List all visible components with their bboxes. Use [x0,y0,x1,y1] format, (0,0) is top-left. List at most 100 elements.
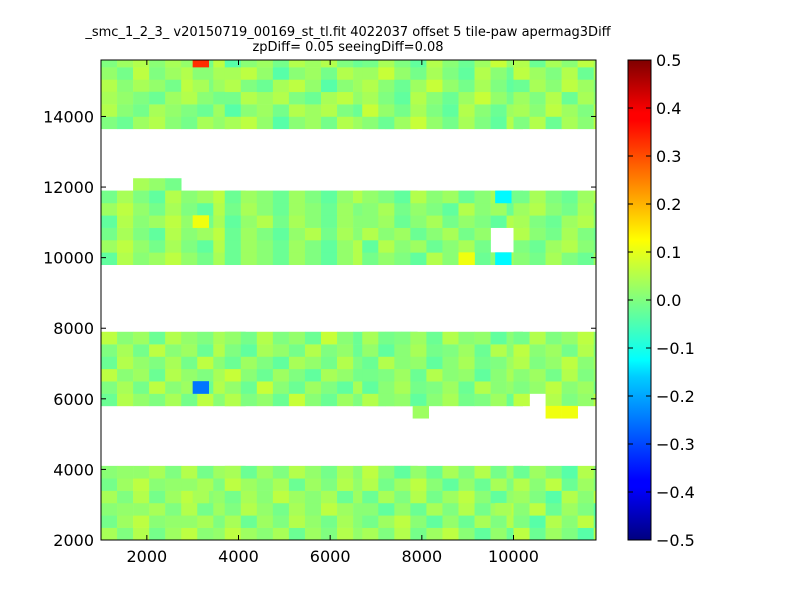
heatmap-cell [442,381,459,394]
heatmap-cell [474,527,491,540]
heatmap-cell [458,515,475,528]
heatmap-cell [426,478,443,491]
heatmap-cell [394,527,411,540]
heatmap-cell [426,502,443,516]
heatmap-cell [321,202,338,216]
heatmap-cell [149,60,166,68]
heatmap-cell [337,190,354,204]
heatmap-cell [458,227,475,241]
heatmap-cell [577,215,595,228]
heatmap-cell [545,465,562,479]
heatmap-cell [545,393,562,407]
heatmap-cell [410,202,427,216]
heatmap-cell [458,381,475,394]
heatmap-cell [593,381,596,394]
heatmap-cell [224,527,242,540]
heatmap-cell [529,60,546,68]
heatmap-cell [304,227,322,241]
heatmap-cell [545,252,562,266]
heatmap-cell [394,91,411,105]
heatmap-cell [474,227,491,241]
heatmap-cell [117,60,134,68]
heatmap-cell [304,465,322,479]
heatmap-cell [288,381,306,394]
heatmap-cell [321,368,338,382]
heatmap-cell [426,104,443,117]
heatmap-cell [378,67,395,80]
heatmap-cell [394,202,411,216]
heatmap-cell [426,91,443,105]
heatmap-cell [426,227,443,241]
heatmap-cell [272,91,290,105]
heatmap-cell [256,381,274,394]
colorbar-tick-label: 0.2 [656,195,681,214]
heatmap-cell [256,91,274,105]
heatmap-cell [362,393,379,407]
x-tick-label: 4000 [218,547,259,566]
heatmap-cell [426,368,443,382]
heatmap-cell [133,67,150,80]
heatmap-cell [545,344,562,357]
heatmap-cell [610,228,626,241]
heatmap-cell [256,465,274,479]
heatmap-cell [593,91,596,105]
heatmap-cell [192,60,210,68]
heatmap-cell [165,331,182,345]
colorbar-tick-label: −0.2 [656,387,695,406]
heatmap-cell [458,465,475,479]
heatmap-cell [490,344,507,357]
heatmap-cell [181,344,198,357]
heatmap-cell [272,478,290,491]
heatmap-cell [610,55,626,68]
heatmap-cell [610,466,626,479]
heatmap-cell [561,465,578,479]
heatmap-cell [321,478,338,491]
heatmap-cell [304,190,322,204]
heatmap-cell [513,67,530,80]
heatmap-cell [442,240,459,253]
heatmap-cell [362,465,379,479]
heatmap-cell [240,240,258,253]
heatmap-cell [490,465,507,479]
heatmap-cell [513,465,530,479]
heatmap-cell [117,515,134,528]
heatmap-cell [577,502,595,516]
heatmap-cell [442,202,459,216]
heatmap-cell [394,478,411,491]
colorbar-tick-label: 0.1 [656,243,681,262]
heatmap-cell [117,240,134,253]
heatmap-cell [378,190,395,204]
heatmap-cell [410,356,427,370]
heatmap-cell [181,331,198,345]
heatmap-cell [577,190,595,204]
heatmap-cell [610,79,626,92]
heatmap-cell [288,490,306,504]
heatmap-cell [240,227,258,241]
heatmap-cell [240,381,258,394]
heatmap-cell [513,215,530,228]
heatmap-cell [577,478,595,491]
heatmap-cell [224,490,242,504]
heatmap-cell [610,215,626,228]
heatmap-cell [394,60,411,68]
heatmap-cell [490,215,507,228]
heatmap-cell [133,527,150,540]
heatmap-cell [513,190,530,204]
heatmap-cell [458,331,475,345]
heatmap-cell [442,227,459,241]
heatmap-cell [288,515,306,528]
heatmap-cell [545,240,562,253]
heatmap-cell [378,104,395,117]
heatmap-cell [593,344,596,357]
heatmap-cell [304,67,322,80]
heatmap-cell [378,91,395,105]
heatmap-cell [593,502,596,516]
heatmap-cell [337,465,354,479]
heatmap-cell [458,202,475,216]
heatmap-cell [224,215,242,228]
heatmap-cell [529,331,546,345]
heatmap-cell [224,91,242,105]
heatmap-cell [240,202,258,216]
heatmap-cell [474,465,491,479]
heatmap-cell [321,79,338,93]
